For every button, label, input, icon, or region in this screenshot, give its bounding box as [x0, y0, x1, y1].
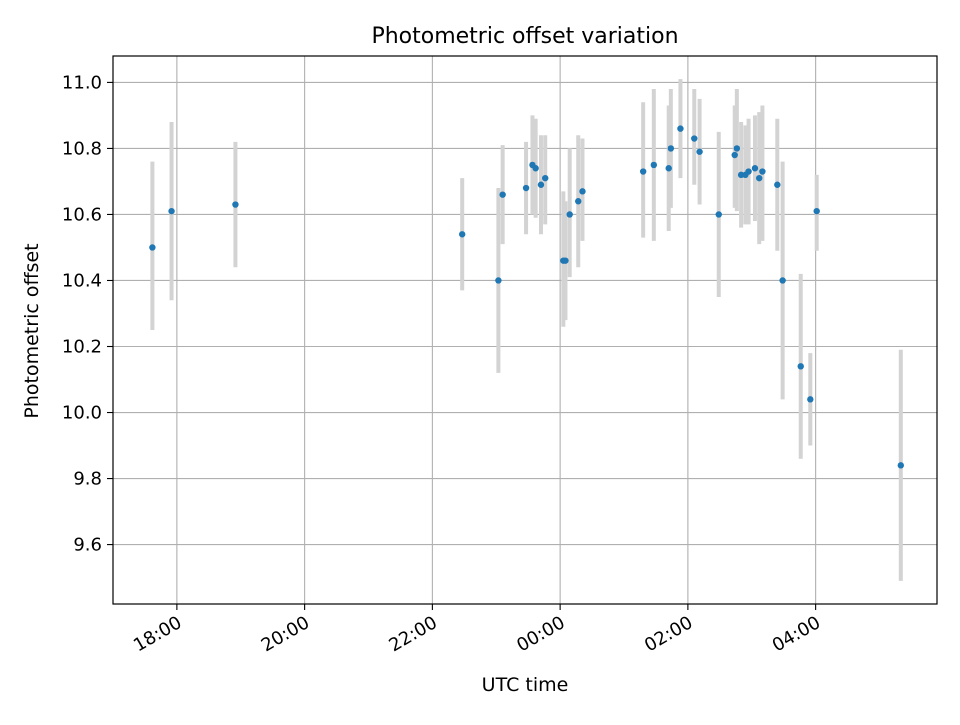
data-point: [731, 151, 738, 159]
chart-title: Photometric offset variation: [371, 24, 678, 49]
data-point: [149, 244, 156, 251]
data-point: [232, 201, 239, 208]
data-point: [542, 174, 549, 182]
y-tick-label: 10.6: [62, 204, 102, 225]
y-tick-label: 9.8: [73, 469, 102, 490]
y-tick-label: 9.6: [73, 535, 102, 556]
data-point: [813, 207, 820, 215]
data-point: [774, 181, 781, 188]
data-point: [650, 161, 658, 169]
data-point: [537, 181, 545, 188]
data-point: [562, 257, 569, 264]
data-point: [579, 188, 586, 195]
data-point: [566, 211, 573, 218]
data-points: [149, 125, 905, 469]
y-axis-ticks: 9.6 9.8 10.0 10.2 10.4 10.6 10.8 11.0: [62, 72, 113, 556]
data-point: [665, 165, 672, 172]
y-tick-label: 11.0: [62, 72, 102, 93]
y-tick-label: 10.4: [62, 270, 102, 291]
data-point: [522, 184, 530, 192]
data-point: [458, 231, 466, 238]
y-tick-label: 10.2: [62, 337, 102, 358]
data-point: [677, 125, 684, 132]
data-point: [715, 211, 722, 218]
data-point: [733, 145, 741, 152]
data-point: [575, 198, 582, 205]
y-axis-label: Photometric offset: [21, 243, 43, 418]
data-point: [756, 174, 763, 182]
data-point: [897, 462, 905, 469]
data-point: [797, 363, 804, 370]
data-point: [751, 165, 759, 172]
data-point: [691, 135, 698, 142]
data-point: [779, 277, 786, 284]
data-point: [745, 168, 752, 175]
y-tick-label: 10.0: [62, 403, 102, 424]
data-point: [759, 168, 766, 175]
x-axis-label: UTC time: [482, 674, 569, 696]
axes-frame: [112, 55, 938, 605]
data-point: [495, 277, 502, 284]
data-point: [532, 165, 539, 172]
data-point: [807, 396, 814, 403]
data-point: [639, 168, 647, 175]
data-point: [499, 191, 506, 198]
data-point: [696, 148, 703, 155]
y-tick-label: 10.8: [62, 138, 102, 159]
data-point: [667, 145, 675, 152]
data-point: [168, 207, 175, 215]
